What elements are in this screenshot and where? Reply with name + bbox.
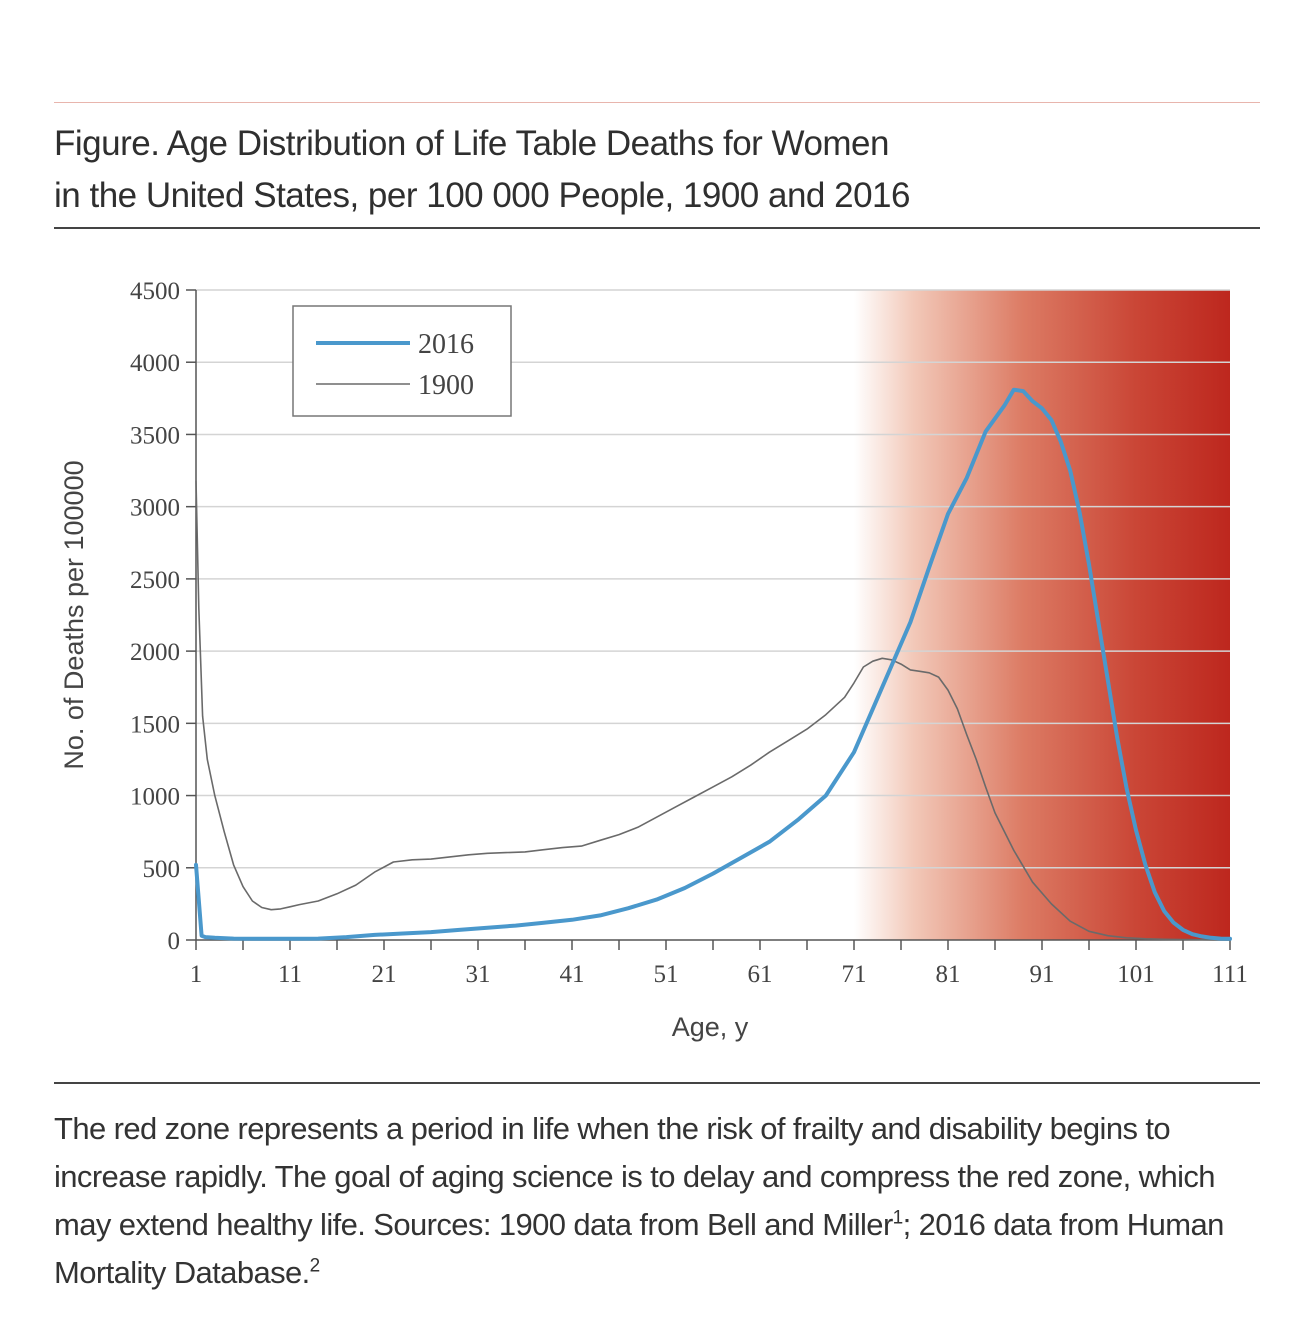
- figure-title-line-1: Figure. Age Distribution of Life Table D…: [54, 124, 890, 163]
- legend-label-1900: 1900: [418, 370, 474, 401]
- title-divider: [54, 227, 1260, 229]
- caption-reference-1: 1: [892, 1207, 904, 1229]
- x-tick-label-21: 21: [372, 961, 397, 988]
- red-zone-band: [854, 290, 1230, 940]
- legend: 2016 1900: [292, 305, 512, 417]
- figure-title-line-2: in the United States, per 100 000 People…: [54, 176, 910, 215]
- x-tick-label-101: 101: [1117, 961, 1155, 988]
- y-tick-label-4000: 4000: [130, 350, 180, 377]
- y-tick-label-1500: 1500: [130, 711, 180, 738]
- y-tick-label-500: 500: [143, 856, 181, 883]
- x-tick-label-41: 41: [560, 961, 585, 988]
- x-tick-label-1: 1: [190, 961, 203, 988]
- y-tick-label-2500: 2500: [130, 567, 180, 594]
- x-axis-title: Age, y: [672, 1012, 749, 1042]
- caption-text-sources: ; 2016 data from Human Mortality Databas…: [54, 1207, 1224, 1290]
- x-tick-label-111: 111: [1212, 961, 1248, 988]
- x-tick-label-31: 31: [466, 961, 491, 988]
- caption-text: The red zone represents a period in life…: [54, 1111, 1216, 1242]
- figure-title: Figure. Age Distribution of Life Table D…: [54, 118, 1254, 222]
- legend-label-2016: 2016: [418, 329, 474, 360]
- series-lines: [194, 387, 1232, 941]
- caption-reference-2: 2: [309, 1255, 321, 1277]
- x-tick-label-51: 51: [654, 961, 679, 988]
- y-axis-title: No. of Deaths per 100000: [59, 460, 89, 769]
- x-tick-label-61: 61: [748, 961, 773, 988]
- caption-divider: [54, 1082, 1260, 1084]
- y-tick-label-3500: 3500: [130, 422, 180, 449]
- top-divider: [54, 102, 1260, 103]
- x-tick-label-11: 11: [278, 961, 302, 988]
- x-tick-label-81: 81: [936, 961, 961, 988]
- y-tick-label-1000: 1000: [130, 784, 180, 811]
- legend-box: [292, 305, 512, 417]
- x-tick-label-91: 91: [1030, 961, 1055, 988]
- axes: [186, 289, 1231, 950]
- y-tick-label-3000: 3000: [130, 495, 180, 522]
- series-line-2016: [194, 387, 1232, 941]
- y-tick-label-2000: 2000: [130, 639, 180, 666]
- figure-caption: The red zone represents a period in life…: [54, 1105, 1264, 1297]
- x-tick-label-71: 71: [842, 961, 867, 988]
- y-tick-label-0: 0: [168, 928, 181, 955]
- series-line-1900: [195, 479, 1231, 941]
- y-tick-label-4500: 4500: [130, 278, 180, 305]
